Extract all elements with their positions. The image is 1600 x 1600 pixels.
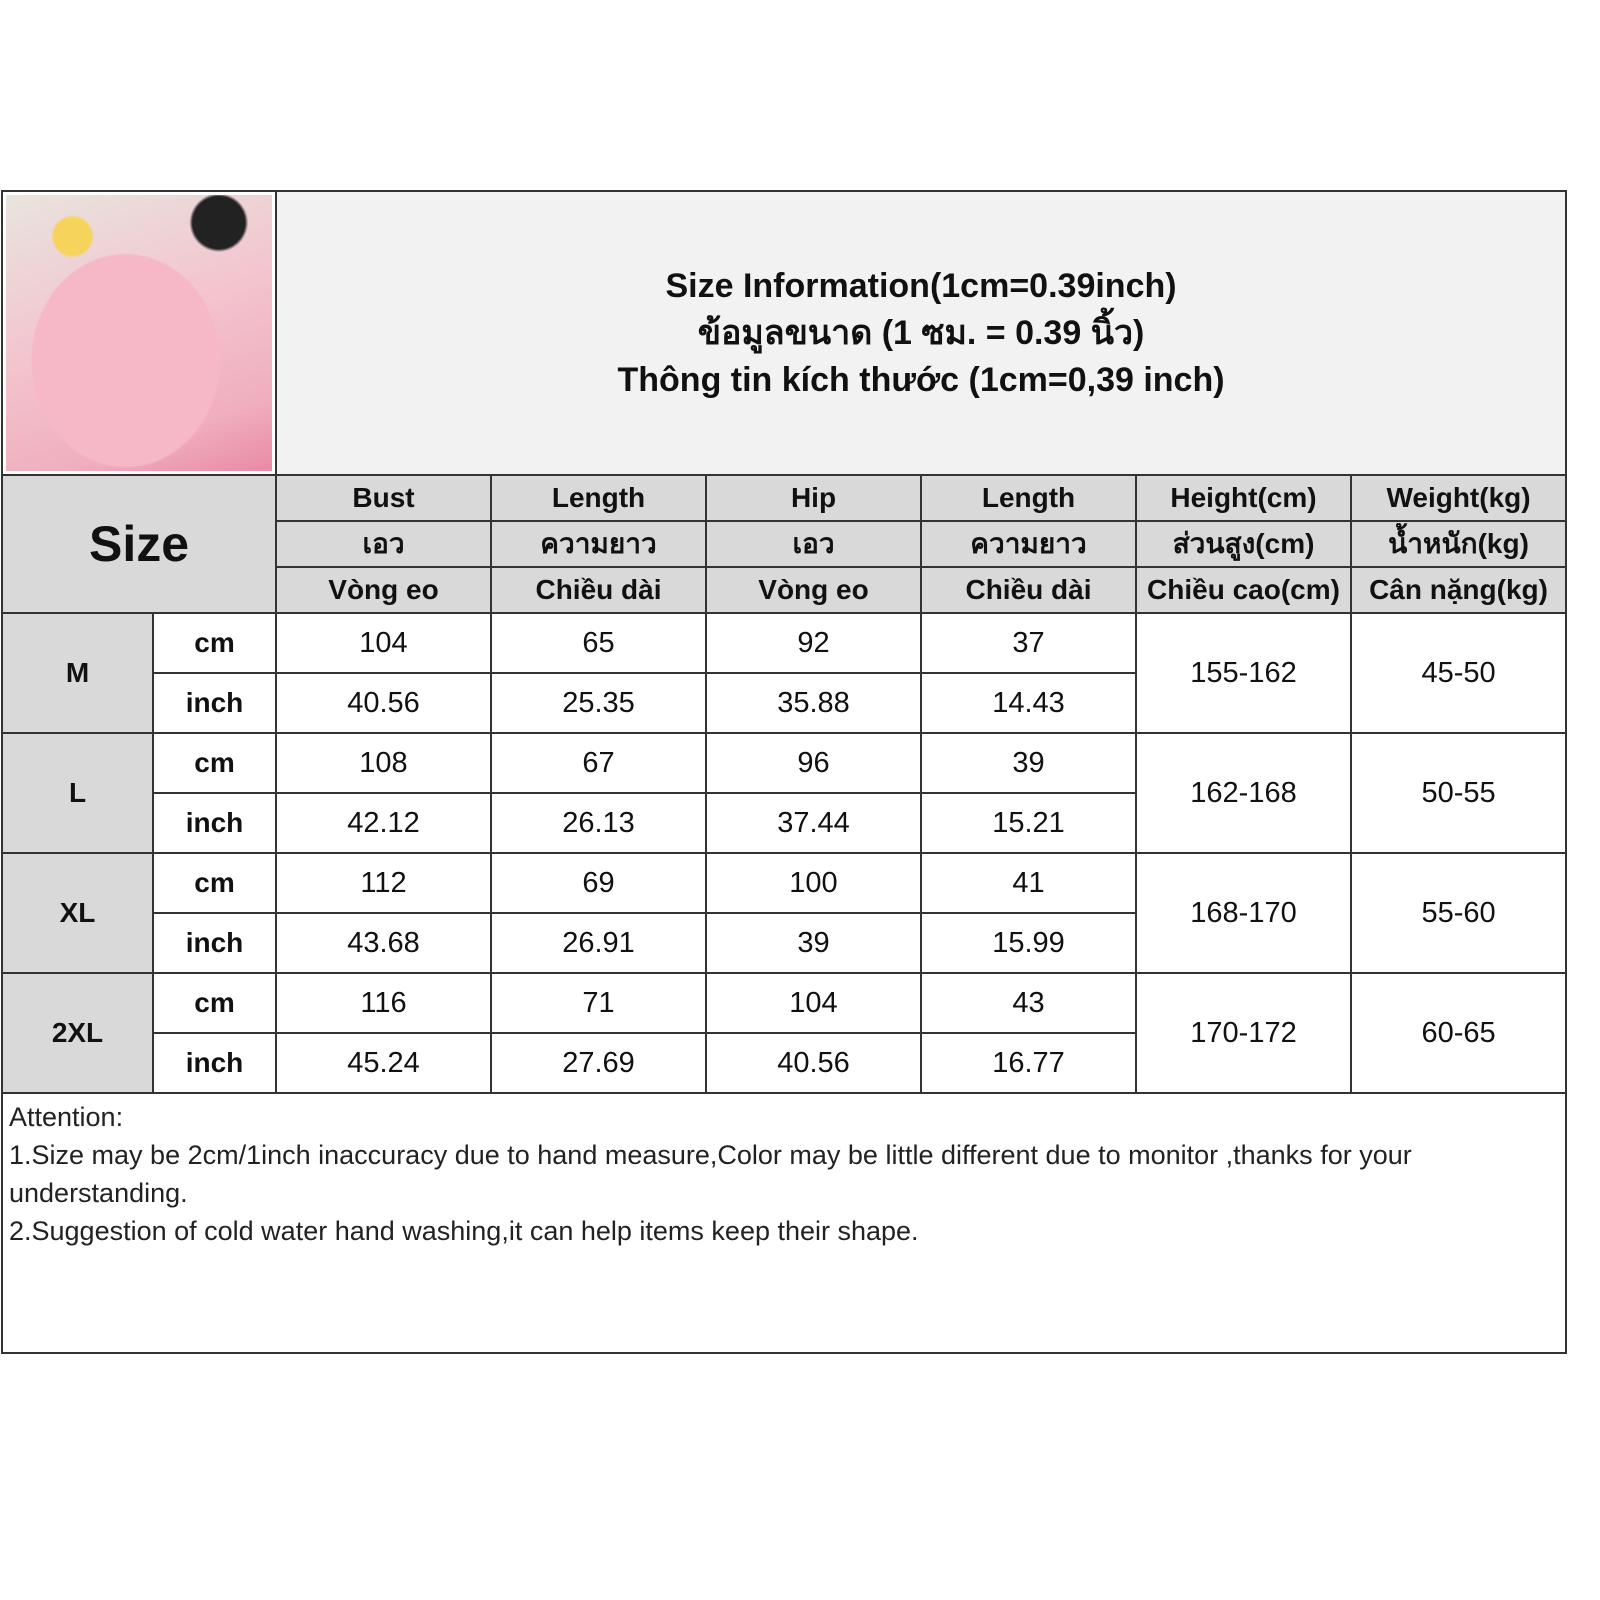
column-header: Weight(kg) [1349, 474, 1568, 522]
title-en: Size Information(1cm=0.39inch) [665, 266, 1177, 305]
measurement-cell: 27.69 [490, 1032, 707, 1094]
measurement-cell: 112 [275, 852, 492, 914]
height-range: 162-168 [1135, 732, 1352, 854]
height-range: 170-172 [1135, 972, 1352, 1094]
height-range: 168-170 [1135, 852, 1352, 974]
measurement-cell: 15.99 [920, 912, 1137, 974]
column-header: Chiều cao(cm) [1135, 566, 1352, 614]
attention-notes: Attention: 1.Size may be 2cm/1inch inaccu… [0, 1092, 1568, 1354]
measurement-cell: 65 [490, 612, 707, 674]
unit-label: cm [152, 732, 277, 794]
measurement-cell: 35.88 [705, 672, 922, 734]
weight-range: 45-50 [1349, 612, 1568, 734]
column-header: Vòng eo [705, 566, 922, 614]
table-row: inch 43.68 26.91 39 15.99 [2, 912, 1566, 974]
column-header: เอว [705, 520, 922, 568]
table-row: inch 45.24 27.69 40.56 16.77 [2, 1032, 1566, 1094]
size-chart-table: Size Information(1cm=0.39inch) ข้อมูลขนา… [0, 190, 1568, 1354]
note-line: 2.Suggestion of cold water hand washing,… [9, 1216, 919, 1246]
unit-label: inch [152, 792, 277, 854]
measurement-cell: 104 [275, 612, 492, 674]
unit-label: cm [152, 972, 277, 1034]
measurement-cell: 43.68 [275, 912, 492, 974]
measurement-cell: 45.24 [275, 1032, 492, 1094]
measurement-cell: 71 [490, 972, 707, 1034]
column-header: Chiều dài [920, 566, 1137, 614]
measurement-cell: 104 [705, 972, 922, 1034]
measurement-cell: 15.21 [920, 792, 1137, 854]
measurement-cell: 43 [920, 972, 1137, 1034]
unit-label: cm [152, 612, 277, 674]
measurement-cell: 16.77 [920, 1032, 1137, 1094]
column-header: Length [490, 474, 707, 522]
measurement-cell: 40.56 [705, 1032, 922, 1094]
measurement-cell: 67 [490, 732, 707, 794]
title-vi: Thông tin kích thước (1cm=0,39 inch) [617, 360, 1225, 399]
weight-range: 60-65 [1349, 972, 1568, 1094]
table-row: inch 42.12 26.13 37.44 15.21 [2, 792, 1566, 854]
column-header: Length [920, 474, 1137, 522]
table-row: inch 40.56 25.35 35.88 14.43 [2, 672, 1566, 734]
column-header: ส่วนสูง(cm) [1135, 520, 1352, 568]
measurement-cell: 92 [705, 612, 922, 674]
measurement-cell: 26.13 [490, 792, 707, 854]
size-label: L [1, 732, 154, 854]
column-header: Cân nặng(kg) [1349, 566, 1568, 614]
table-row: 2XL cm 116 71 104 43 170-172 60-65 [1, 972, 1568, 1094]
measurement-cell: 69 [490, 852, 707, 914]
size-label: M [1, 612, 154, 734]
measurement-cell: 25.35 [490, 672, 707, 734]
measurement-cell: 116 [275, 972, 492, 1034]
column-header: Vòng eo [275, 566, 492, 614]
measurement-cell: 39 [705, 912, 922, 974]
measurement-cell: 26.91 [490, 912, 707, 974]
measurement-cell: 100 [705, 852, 922, 914]
measurement-cell: 37 [920, 612, 1137, 674]
table-row: XL cm 112 69 100 41 168-170 55-60 [1, 852, 1568, 974]
size-info-title: Size Information(1cm=0.39inch) ข้อมูลขนา… [274, 190, 1568, 476]
weight-range: 55-60 [1349, 852, 1568, 974]
column-header: น้ำหนัก(kg) [1349, 520, 1568, 568]
measurement-cell: 14.43 [920, 672, 1137, 734]
measurement-cell: 37.44 [705, 792, 922, 854]
column-header: Chiều dài [490, 566, 707, 614]
column-header: Height(cm) [1135, 474, 1352, 522]
measurement-cell: 41 [920, 852, 1137, 914]
measurement-cell: 42.12 [275, 792, 492, 854]
size-label: 2XL [1, 972, 154, 1094]
measurement-cell: 96 [705, 732, 922, 794]
height-range: 155-162 [1135, 612, 1352, 734]
weight-range: 50-55 [1349, 732, 1568, 854]
measurement-cell: 108 [275, 732, 492, 794]
column-header: เอว [275, 520, 492, 568]
product-photo [1, 190, 277, 476]
unit-label: cm [152, 852, 277, 914]
measurement-cell: 39 [920, 732, 1137, 794]
title-th: ข้อมูลขนาด (1 ซม. = 0.39 นิ้ว) [697, 313, 1145, 352]
column-header: Bust [275, 474, 492, 522]
column-header: ความยาว [490, 520, 707, 568]
note-line: 1.Size may be 2cm/1inch inaccuracy due t… [9, 1140, 1412, 1208]
unit-label: inch [152, 672, 277, 734]
size-label: XL [1, 852, 154, 974]
column-header: Hip [705, 474, 922, 522]
unit-label: inch [152, 912, 277, 974]
note-line: Attention: [9, 1102, 124, 1132]
measurement-cell: 40.56 [275, 672, 492, 734]
size-header: Size [1, 474, 277, 614]
column-header: ความยาว [920, 520, 1137, 568]
unit-label: inch [152, 1032, 277, 1094]
